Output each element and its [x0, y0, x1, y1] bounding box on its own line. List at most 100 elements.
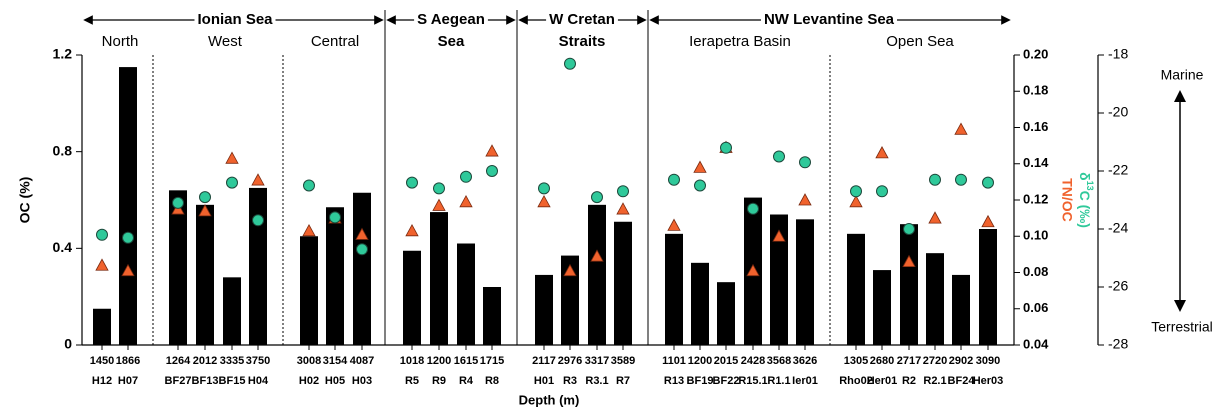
bar [665, 233, 683, 345]
triangle-marker [667, 218, 681, 231]
triangle-marker [459, 194, 473, 208]
circle-marker [747, 202, 759, 215]
depth-label: 1866 [116, 355, 140, 367]
triangle-marker [563, 263, 577, 277]
circle-marker [199, 191, 211, 204]
y3-tick-label: -22 [1108, 162, 1128, 178]
y2-tick-label: 0.14 [1023, 155, 1049, 170]
bar [249, 187, 267, 345]
depth-label: 2976 [558, 355, 582, 367]
depth-label: 1450 [90, 355, 114, 367]
bar [588, 204, 606, 345]
triangle-marker [302, 223, 316, 237]
region-label: W Cretan [549, 11, 615, 28]
circle-marker [799, 156, 811, 169]
circle-marker [876, 185, 888, 198]
y2-tick-label: 0.18 [1023, 83, 1048, 98]
depth-label: 1200 [427, 355, 451, 367]
x-axis-label: Depth (m) [519, 392, 580, 407]
bar [873, 270, 891, 345]
depth-label: 2012 [193, 355, 217, 367]
x-tick-label: R8 [485, 375, 499, 387]
depth-label: 3568 [767, 355, 791, 367]
x-tick-label: H03 [352, 375, 372, 387]
bar [770, 214, 788, 345]
depth-label: 3335 [220, 355, 244, 367]
y3-tick-label: -24 [1108, 220, 1128, 236]
circle-marker [720, 141, 732, 154]
x-tick-label: BF22 [713, 375, 740, 387]
x-tick-label: Her01 [867, 375, 898, 387]
y2-tick-label: 0.16 [1023, 119, 1048, 134]
x-tick-label: BF19 [687, 375, 714, 387]
x-tick-label: Rho02 [839, 375, 873, 387]
bar [952, 274, 970, 345]
triangle-marker [954, 122, 968, 135]
bar [326, 207, 344, 345]
region-label: NW Levantine Sea [764, 11, 895, 28]
annotation: Marine [1161, 67, 1204, 83]
subregion-label: Sea [438, 33, 465, 50]
y3-label-prefix: δ [1077, 172, 1093, 181]
triangle-marker [590, 249, 604, 262]
triangle-marker [981, 214, 995, 228]
x-tick-label: Her03 [973, 375, 1004, 387]
y3-tick-label: -20 [1108, 104, 1128, 120]
bar [847, 233, 865, 345]
subregion-label: Central [311, 33, 359, 50]
circle-marker [617, 185, 629, 198]
bar [93, 308, 111, 345]
region-label: Ionian Sea [197, 11, 273, 28]
y-tick-label: 0 [64, 336, 72, 352]
depth-label: 3750 [246, 355, 270, 367]
subregion-label: Straits [559, 33, 606, 50]
triangle-marker [95, 258, 109, 271]
x-tick-label: R2.1 [923, 375, 946, 387]
y3-tick-label: -18 [1108, 46, 1128, 62]
triangle-marker [902, 254, 916, 268]
y2-tick-label: 0.10 [1023, 228, 1048, 243]
depth-label: 3626 [793, 355, 817, 367]
circle-marker [303, 179, 315, 192]
depth-label: 1615 [454, 355, 478, 367]
circle-marker [773, 150, 785, 163]
triangle-marker [928, 211, 942, 224]
x-tick-label: BF24 [948, 375, 976, 387]
x-tick-label: H04 [248, 375, 269, 387]
y-tick-label: 0.8 [53, 142, 73, 158]
depth-label: 3317 [585, 355, 609, 367]
circle-marker [564, 57, 576, 70]
depth-label: 1715 [480, 355, 504, 367]
circle-marker [694, 179, 706, 192]
bar [561, 255, 579, 345]
circle-marker [982, 176, 994, 189]
depth-label: 3008 [297, 355, 321, 367]
triangle-marker [746, 263, 760, 277]
y2-tick-label: 0.06 [1023, 300, 1048, 315]
y-tick-label: 0.4 [53, 239, 73, 255]
x-tick-label: H12 [92, 375, 112, 387]
circle-marker [929, 173, 941, 186]
bar [900, 224, 918, 345]
circle-marker [329, 211, 341, 224]
bar [169, 190, 187, 345]
triangle-marker [251, 173, 265, 186]
y3-label-suffix: C (‰) [1077, 191, 1093, 228]
x-tick-label: R7 [616, 375, 630, 387]
subregion-label: West [208, 33, 243, 50]
bar [979, 229, 997, 345]
x-tick-label: R4 [459, 375, 474, 387]
x-tick-label: BF27 [165, 375, 192, 387]
x-tick-label: Ier01 [792, 375, 818, 387]
bar [119, 67, 137, 345]
x-tick-label: R3.1 [585, 375, 608, 387]
y2-tick-label: 0.20 [1023, 46, 1048, 61]
x-tick-label: BF15 [219, 375, 246, 387]
triangle-marker [537, 194, 551, 208]
y-axis-label: OC (%) [17, 177, 33, 224]
triangle-marker [225, 151, 239, 164]
triangle-marker [485, 144, 499, 157]
circle-marker [252, 214, 264, 227]
depth-label: 1264 [166, 355, 191, 367]
triangle-marker [405, 223, 419, 237]
